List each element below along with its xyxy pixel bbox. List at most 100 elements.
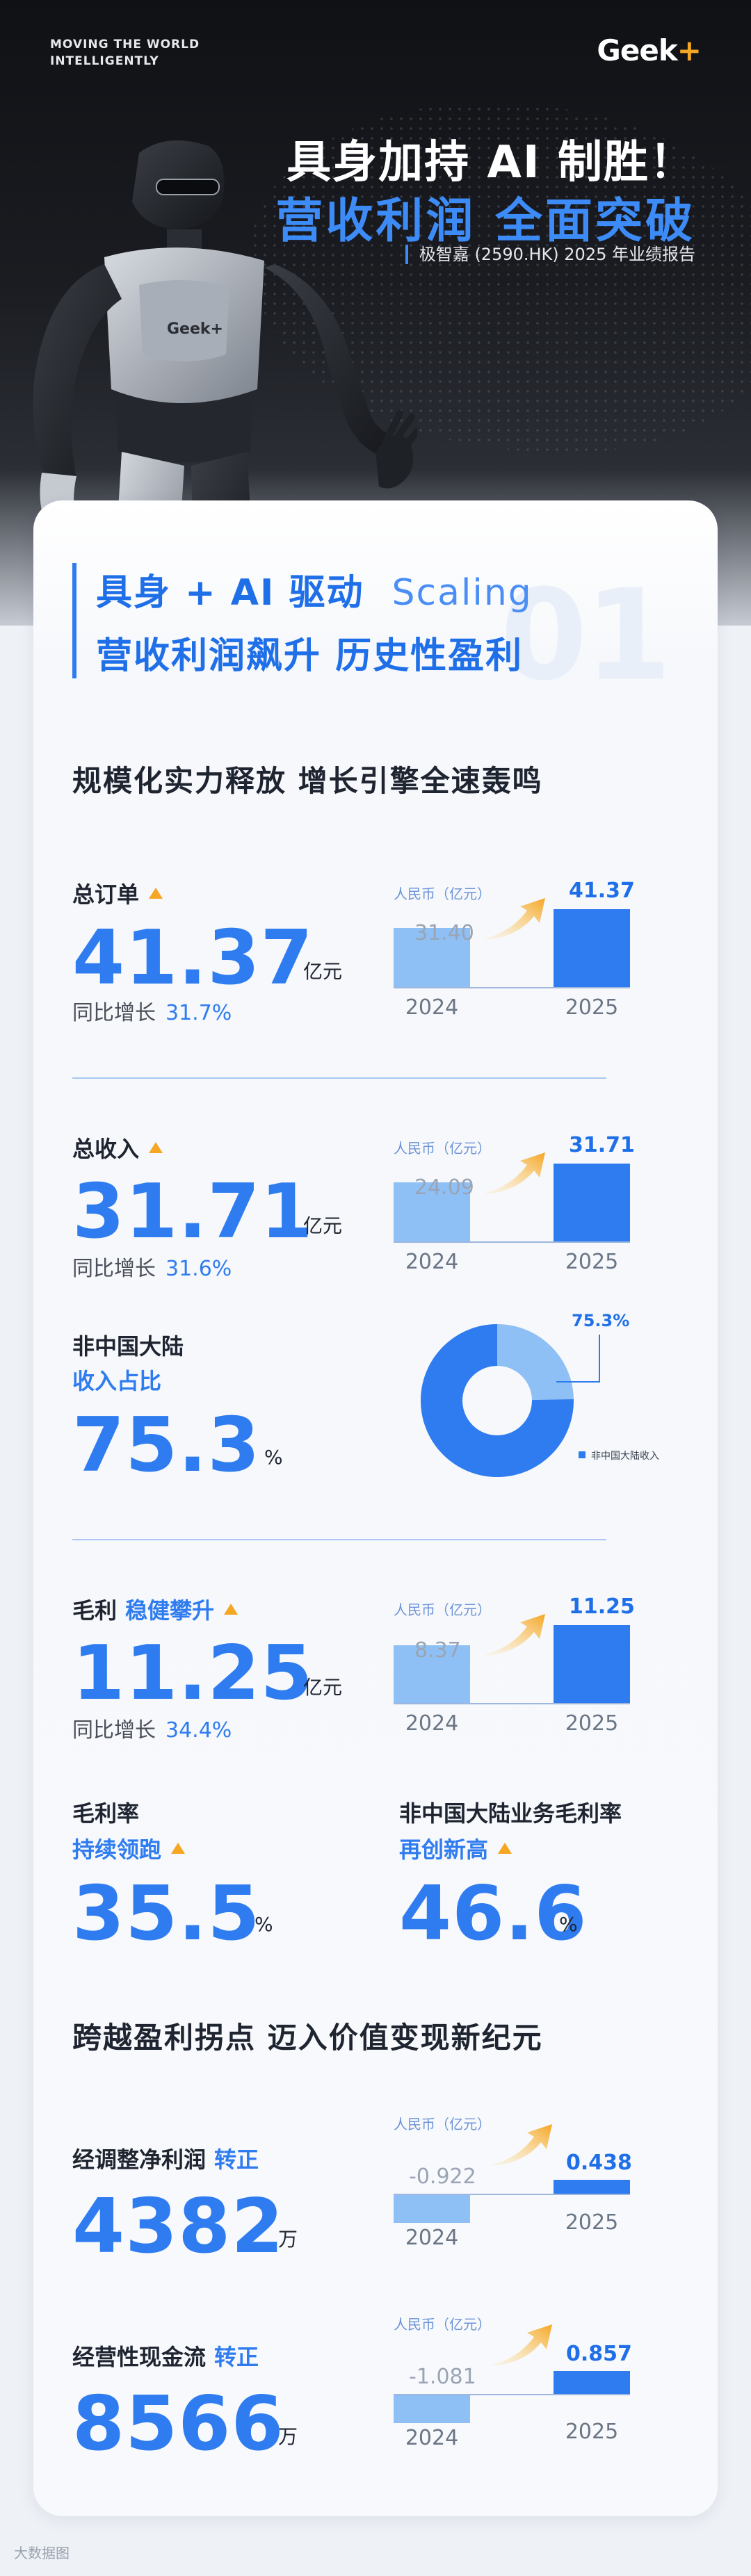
gross-profit-mini-chart: 人民币（亿元） 8.37 11.25 2024 2025 [394, 1595, 635, 1752]
bar-curr-year: 2025 [565, 995, 619, 1020]
overseas-donut-chart: 75.3% 非中国大陆收入 [417, 1311, 681, 1501]
tagline: MOVING THE WORLD INTELLIGENTLY [50, 36, 200, 70]
brand-logo: Geek+ [597, 33, 702, 67]
revenue-yoy-label: 同比增长 [72, 1257, 156, 1281]
chart-unit-label: 人民币（亿元） [394, 1601, 491, 1618]
gross-profit-value: 11.25 [72, 1630, 314, 1717]
chart-unit-label: 人民币（亿元） [394, 2316, 491, 2333]
op-cash-flow-unit: 万 [278, 2425, 298, 2448]
orders-label: 总订单 [72, 877, 163, 909]
robot-illustration: Geek+ [33, 140, 417, 626]
gross-profit-label-blue: 稳健攀升 [125, 1597, 215, 1624]
intro-line1: 具身 + AI 驱动 Scaling [96, 563, 533, 615]
gross-margin-label-l2: 持续领跑 [72, 1836, 162, 1863]
gross-profit-yoy-pct: 34.4% [165, 1718, 232, 1743]
brand-plus: + [677, 33, 702, 67]
overseas-label-l2: 收入占比 [72, 1368, 162, 1394]
overseas-margin-label-l2: 再创新高 [399, 1836, 489, 1863]
chart-baseline [394, 1703, 630, 1704]
bar-prev-value: 8.37 [414, 1638, 461, 1663]
growth-arrow-icon [492, 2324, 552, 2366]
adj-net-profit-label-text: 经调整净利润 [72, 2146, 207, 2173]
divider [72, 1077, 606, 1079]
divider [72, 1539, 606, 1540]
intro-line2: 营收利润飙升 历史性盈利 [96, 635, 524, 677]
chart-unit-label: 人民币（亿元） [394, 1140, 491, 1157]
chart-zero-line [394, 2394, 630, 2395]
op-cash-flow-label: 经营性现金流 转正 [72, 2340, 259, 2372]
section-number: 01 [500, 563, 672, 708]
bar-prev-value: -1.081 [409, 2365, 476, 2389]
adj-net-profit-label: 经调整净利润 转正 [72, 2142, 259, 2174]
bar-curr-year: 2025 [565, 2210, 619, 2235]
up-triangle-icon [224, 1604, 239, 1615]
bar-prev-year: 2024 [405, 2226, 459, 2250]
gross-margin-label-l2-wrap: 持续领跑 [72, 1832, 186, 1864]
growth-arrow-icon [485, 1152, 545, 1194]
revenue-yoy: 同比增长 31.6% [72, 1251, 232, 1282]
tagline-line1: MOVING THE WORLD [50, 38, 200, 51]
growth-arrow-icon [492, 2124, 552, 2166]
revenue-value: 31.71 [72, 1168, 314, 1255]
chart-unit-label: 人民币（亿元） [394, 2116, 491, 2133]
adj-net-profit-unit: 万 [278, 2228, 298, 2251]
overseas-margin-value: 46.6 [399, 1870, 588, 1957]
gross-profit-yoy: 同比增长 34.4% [72, 1713, 232, 1743]
bar-curr [554, 1625, 630, 1703]
gross-margin-value: 35.5 [72, 1870, 261, 1957]
donut-svg [421, 1324, 600, 1477]
bar-curr-year: 2025 [565, 1711, 619, 1736]
op-cash-flow-label-text: 经营性现金流 [72, 2344, 207, 2370]
revenue-label: 总收入 [72, 1132, 163, 1164]
bar-curr-value: 0.857 [566, 2341, 632, 2366]
bar-prev-year: 2024 [405, 2426, 459, 2450]
bar-curr-value: 11.25 [569, 1595, 635, 1619]
legend-swatch [579, 1451, 586, 1458]
bar-curr [554, 2180, 630, 2194]
watermark: 大数据图 [14, 2545, 70, 2561]
up-triangle-icon [149, 1142, 163, 1153]
revenue-label-text: 总收入 [72, 1136, 140, 1162]
orders-value: 41.37 [72, 915, 314, 1002]
orders-unit: 亿元 [303, 960, 343, 983]
adj-net-profit-label-blue: 转正 [214, 2146, 259, 2173]
bar-prev-year: 2024 [405, 1250, 459, 1274]
hero-title-line1: 具身加持 AI 制胜！ [286, 137, 695, 188]
orders-yoy-pct: 31.7% [165, 1001, 232, 1025]
overseas-margin-label-l2-wrap: 再创新高 [399, 1832, 512, 1864]
adj-net-profit-mini-chart: 人民币（亿元） -0.922 0.438 2024 2025 [394, 2113, 632, 2266]
robot-badge: Geek+ [167, 320, 223, 338]
bar-prev-value: 31.40 [414, 920, 474, 945]
bar-prev-year: 2024 [405, 995, 459, 1020]
bar-prev-year: 2024 [405, 1711, 459, 1736]
chart-baseline [394, 1241, 630, 1243]
bar-prev [394, 927, 470, 987]
bar-curr [554, 909, 630, 987]
donut-share-slice [421, 1324, 574, 1477]
revenue-unit: 亿元 [303, 1214, 343, 1237]
hero-subtitle: 极智嘉 (2590.HK) 2025 年业绩报告 [405, 245, 695, 264]
bar-prev [394, 2394, 470, 2423]
orders-label-text: 总订单 [72, 881, 140, 908]
up-triangle-icon [498, 1843, 512, 1854]
op-cash-flow-label-blue: 转正 [214, 2344, 259, 2370]
gross-margin-label: 毛利率 [72, 1800, 140, 1827]
revenue-mini-chart: 人民币（亿元） 24.09 31.71 2024 2025 [394, 1133, 635, 1290]
bar-curr-year: 2025 [565, 2420, 619, 2445]
chart-zero-line [394, 2194, 630, 2195]
brand-name: Geek [597, 33, 677, 67]
orders-mini-chart: 人民币（亿元） 31.40 41.37 2024 2025 [394, 879, 635, 1036]
up-triangle-icon [171, 1843, 186, 1854]
gross-profit-label-text: 毛利 [72, 1597, 118, 1624]
intro-heading: 具身 + AI 驱动 Scaling 营收利润飙升 历史性盈利 [72, 563, 533, 678]
growth-arrow-icon [485, 1614, 545, 1656]
section-title-profit: 跨越盈利拐点 迈入价值变现新纪元 [72, 2021, 543, 2055]
callout-line [556, 1335, 600, 1383]
adj-net-profit-value: 4382 [72, 2183, 284, 2270]
overseas-unit: % [264, 1446, 283, 1469]
bar-curr-year: 2025 [565, 1250, 619, 1274]
intro-line1-cn: 具身 + AI 驱动 [96, 572, 364, 614]
intro-line1-en: Scaling [391, 572, 533, 614]
section-title-growth: 规模化实力释放 增长引擎全速轰鸣 [72, 764, 543, 798]
chart-baseline [394, 987, 630, 988]
